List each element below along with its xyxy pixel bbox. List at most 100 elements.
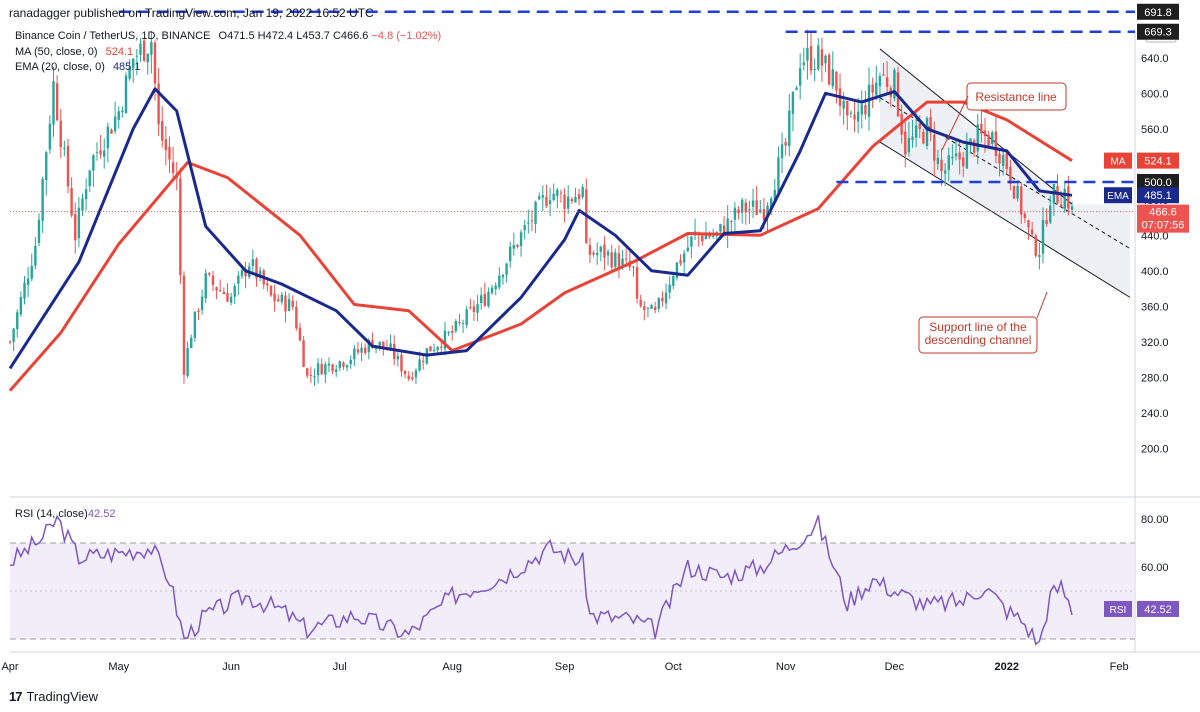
candle-body xyxy=(367,339,371,353)
candle-body xyxy=(701,235,704,242)
candle-body xyxy=(84,189,88,200)
candle-body xyxy=(266,283,269,286)
candle-body xyxy=(1020,186,1023,215)
candle-body xyxy=(933,134,936,161)
candle-body xyxy=(19,297,23,315)
time-tick-label: Jun xyxy=(222,661,240,673)
candle-body xyxy=(280,294,284,302)
candle-body xyxy=(1059,204,1063,207)
ohlc-values: O471.5 H472.4 L453.7 C466.6 −4.8 (−1.02%… xyxy=(219,30,442,42)
price-tick-label: 360.0 xyxy=(1141,301,1169,313)
candle-body xyxy=(393,343,396,359)
candle-body xyxy=(1070,206,1074,210)
candle-body xyxy=(447,332,450,334)
candle-body xyxy=(527,222,530,224)
candle-body xyxy=(976,124,979,152)
candle-body xyxy=(360,347,363,353)
candle-body xyxy=(487,291,490,307)
candle-body xyxy=(99,150,102,155)
candle-body xyxy=(219,290,222,292)
ma-legend-value: 524.1 xyxy=(105,46,134,58)
tradingview-logo-icon: 17 xyxy=(9,689,23,704)
candle-body xyxy=(664,292,668,304)
candle-body xyxy=(624,258,628,260)
candle-body xyxy=(23,282,26,299)
price-tick-label: 560.0 xyxy=(1141,124,1169,136)
candle-body xyxy=(465,309,468,326)
candle-body xyxy=(936,157,940,164)
candle-body xyxy=(621,258,624,269)
candle-body xyxy=(991,132,994,144)
candle-body xyxy=(501,274,505,278)
candle-body xyxy=(943,170,947,174)
candle-body xyxy=(476,304,479,313)
tradingview-footer[interactable]: 17 TradingView xyxy=(9,689,98,704)
candle-body xyxy=(1001,155,1005,167)
resistance-callout-box xyxy=(966,82,1067,111)
candle-body xyxy=(759,209,762,213)
candle-body xyxy=(135,55,139,57)
candle-body xyxy=(81,198,84,211)
candle-body xyxy=(55,83,59,121)
candle-body xyxy=(327,363,331,366)
candle-body xyxy=(559,192,563,194)
candle-body xyxy=(777,157,780,193)
candle-body xyxy=(443,330,447,349)
candle-body xyxy=(1016,186,1019,199)
time-tick-label: Apr xyxy=(1,661,18,673)
candle-body xyxy=(856,111,860,122)
candle-body xyxy=(103,150,106,157)
level-badge-label: 669.3 xyxy=(1144,27,1172,39)
support-callout-box xyxy=(918,316,1038,354)
candle-body xyxy=(802,62,805,66)
candle-body xyxy=(124,75,128,114)
candle-body xyxy=(813,68,816,71)
candle-body xyxy=(320,364,323,375)
rsi-value-badge xyxy=(1137,600,1179,617)
candle-body xyxy=(45,152,48,181)
candle-body xyxy=(436,346,439,350)
candle-body xyxy=(498,275,501,288)
candle-body xyxy=(146,53,149,63)
candle-body xyxy=(541,195,545,198)
candle-body xyxy=(411,377,414,379)
time-tick-label: May xyxy=(108,661,129,673)
candle-body xyxy=(650,305,653,309)
candle-body xyxy=(316,363,320,376)
rsi-title: RSI (14, close) xyxy=(15,508,88,520)
candle-body xyxy=(295,306,298,329)
candle-body xyxy=(407,375,410,379)
candle-body xyxy=(34,245,37,266)
candle-body xyxy=(682,253,686,263)
candle-body xyxy=(842,100,845,109)
candle-body xyxy=(686,247,689,251)
candle-body xyxy=(403,370,407,375)
candle-body xyxy=(983,130,987,137)
candle-body xyxy=(483,293,487,306)
candle-body xyxy=(878,76,882,87)
ohlc-change: −4.8 (−1.02%) xyxy=(371,30,442,42)
candle-body xyxy=(190,337,193,349)
candle-body xyxy=(454,321,458,332)
candle-body xyxy=(947,155,950,170)
candle-body xyxy=(458,322,461,324)
candle-body xyxy=(153,42,157,84)
rsi-name-label: RSI xyxy=(1110,605,1127,616)
indicator-value-label: 524.1 xyxy=(1144,156,1172,168)
ema-legend[interactable]: EMA (20, close, 0) 485.1 xyxy=(15,61,140,73)
candle-body xyxy=(581,187,584,197)
candle-body xyxy=(1009,166,1012,185)
candle-body xyxy=(469,307,472,309)
candle-body xyxy=(356,349,360,353)
ema20-line xyxy=(8,87,1073,370)
candle-body xyxy=(331,364,334,372)
candle-body xyxy=(835,71,838,91)
ma-legend[interactable]: MA (50, close, 0) 524.1 xyxy=(15,46,133,58)
candle-body xyxy=(719,224,722,232)
candle-body xyxy=(26,278,30,285)
candle-body xyxy=(653,307,657,311)
candle-body xyxy=(432,349,436,352)
candle-body xyxy=(168,146,171,160)
support-line xyxy=(879,141,1131,298)
